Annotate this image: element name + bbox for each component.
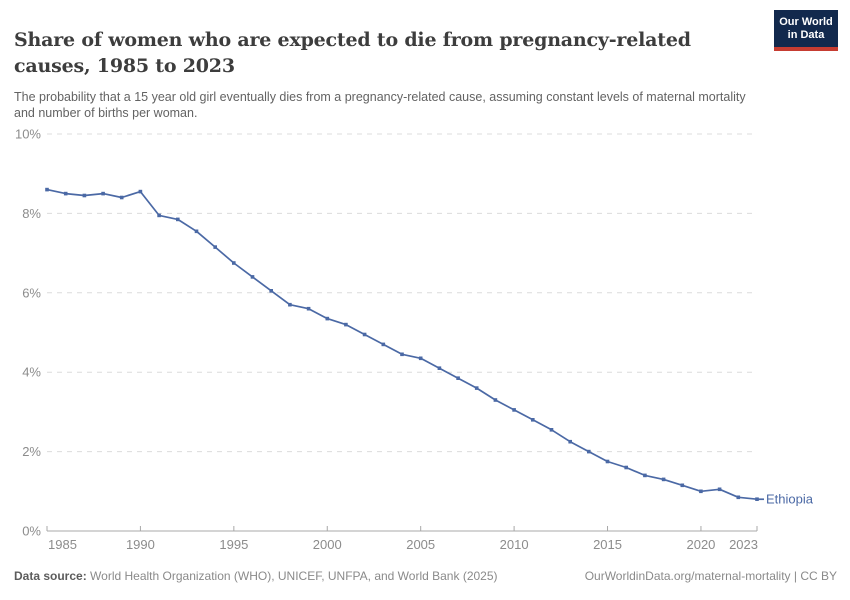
x-axis-label: 2000: [313, 537, 342, 552]
data-point[interactable]: [699, 489, 703, 494]
data-point[interactable]: [456, 376, 460, 380]
data-source: Data source: World Health Organization (…: [14, 569, 498, 583]
data-point[interactable]: [250, 275, 255, 279]
data-point[interactable]: [82, 193, 87, 198]
y-axis-label: 0%: [22, 524, 41, 539]
data-point[interactable]: [400, 352, 404, 357]
y-axis-label: 6%: [22, 285, 41, 300]
y-axis-label: 2%: [22, 444, 41, 459]
data-point[interactable]: [232, 261, 236, 265]
data-point[interactable]: [736, 495, 741, 500]
data-point[interactable]: [493, 398, 498, 402]
page-title: Share of women who are expected to die f…: [14, 28, 691, 77]
data-point[interactable]: [213, 245, 217, 249]
x-axis-label: 1995: [219, 537, 248, 552]
x-axis-label: 2005: [406, 537, 435, 552]
data-source-text: World Health Organization (WHO), UNICEF,…: [86, 569, 498, 583]
x-axis-label: 1990: [126, 537, 155, 552]
x-axis-label: 2015: [593, 537, 622, 552]
x-axis-label: 2010: [500, 537, 529, 552]
data-point[interactable]: [362, 332, 367, 337]
data-point[interactable]: [63, 191, 68, 196]
ethiopia-line[interactable]: [46, 188, 758, 501]
data-point[interactable]: [418, 356, 423, 361]
owid-logo-line1: Our World: [779, 16, 833, 28]
data-point[interactable]: [119, 195, 124, 200]
data-point[interactable]: [176, 217, 180, 222]
data-point[interactable]: [531, 418, 535, 422]
data-point[interactable]: [288, 302, 292, 307]
x-axis-label: 2020: [686, 537, 715, 552]
data-point[interactable]: [101, 191, 105, 196]
data-point[interactable]: [643, 473, 647, 478]
data-point[interactable]: [325, 316, 330, 321]
x-axis-label: 2023: [729, 537, 758, 552]
data-point[interactable]: [194, 229, 199, 234]
data-point[interactable]: [474, 386, 479, 390]
series-label[interactable]: Ethiopia: [766, 492, 814, 507]
y-axis-label: 8%: [22, 206, 41, 221]
data-point[interactable]: [344, 322, 348, 327]
data-point[interactable]: [512, 408, 516, 412]
data-point[interactable]: [587, 449, 591, 454]
data-point[interactable]: [680, 483, 685, 488]
data-point[interactable]: [381, 342, 386, 347]
data-point[interactable]: [437, 366, 442, 370]
data-point[interactable]: [568, 439, 572, 444]
data-point[interactable]: [549, 428, 554, 432]
data-point[interactable]: [605, 459, 610, 464]
chart-subtitle: The probability that a 15 year old girl …: [14, 89, 746, 121]
data-point[interactable]: [269, 289, 273, 293]
owid-logo[interactable]: Our World in Data: [774, 10, 838, 51]
owid-logo-line2: in Data: [787, 29, 825, 41]
y-axis-label: 10%: [15, 127, 41, 142]
y-axis-label: 4%: [22, 365, 41, 380]
data-point[interactable]: [717, 487, 722, 492]
data-point[interactable]: [624, 465, 628, 470]
chart-canvas[interactable]: 0% 2% 4% 6% 8% 10% 1985 1990 1995 2000 2005 2010 201…: [0, 115, 850, 575]
data-point[interactable]: [45, 187, 49, 192]
data-point[interactable]: [661, 477, 666, 482]
data-source-label: Data source:: [14, 569, 87, 583]
data-point[interactable]: [138, 189, 143, 194]
data-point[interactable]: [306, 306, 311, 311]
x-axis-label: 1985: [48, 537, 77, 552]
data-point[interactable]: [157, 213, 161, 218]
data-point[interactable]: [755, 497, 759, 501]
owid-link: OurWorldinData.org/maternal-mortality | …: [584, 569, 837, 583]
